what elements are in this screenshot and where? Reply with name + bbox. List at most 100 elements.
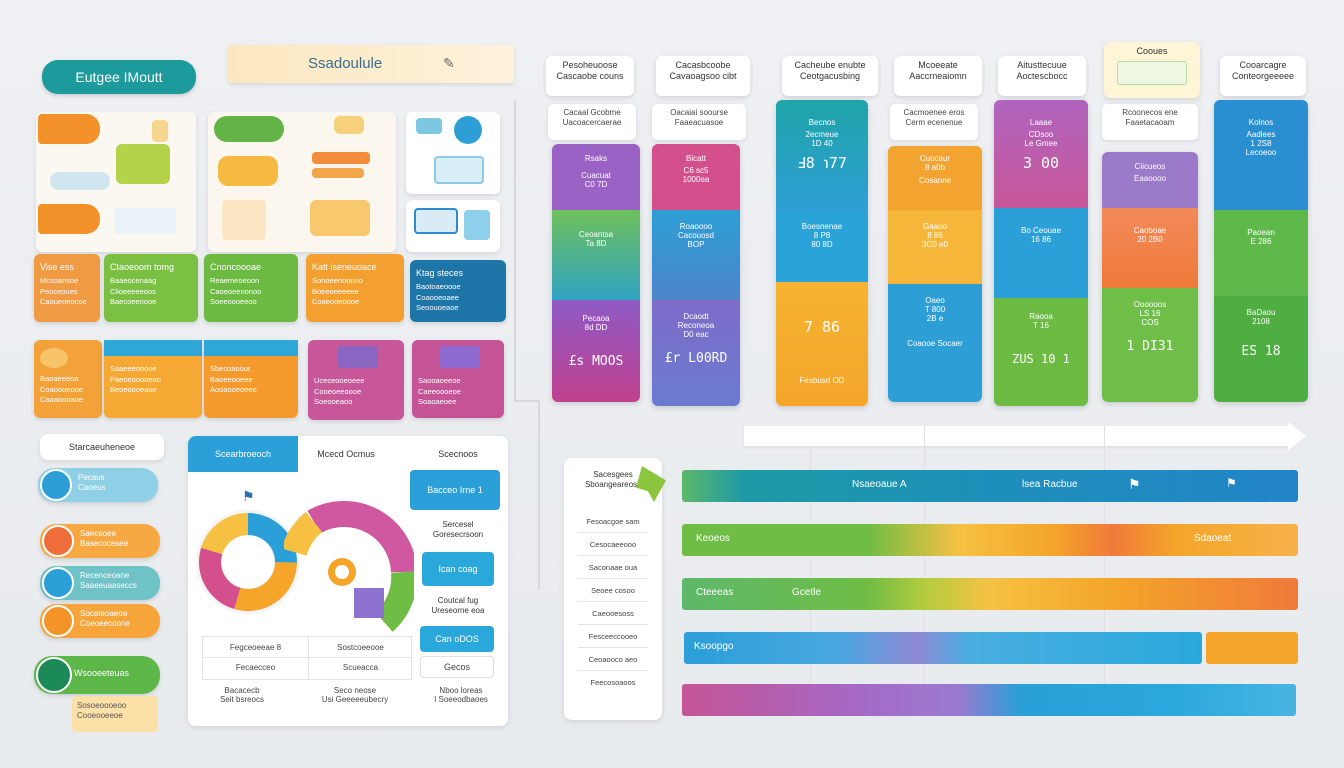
illustration-tile [208,112,396,252]
info-tile[interactable]: Saaeeeooooe Paeoeooooeoo Beoeoooeaoe [104,340,202,418]
left-panel-item[interactable]: Saeceoee Basecocesee [40,524,160,558]
left-panel-item[interactable]: Recenceoane Saaeeuaaseccs [40,566,160,600]
schedule-column[interactable]: Cuocaur 8 a0b Cosanne Gaaoo 8 86 3C0 e0 … [888,146,982,402]
folder-icon [440,346,480,368]
gantt-bar[interactable]: Nsaeoaue A lsea Racbue ⚑ ⚑ [682,470,1298,502]
arrow-head-icon [1288,422,1306,450]
schedule-column[interactable]: Kolnos Aadlees 1 2S8 Lecoeoo Paoean E 28… [1214,100,1308,402]
ribbon-icon [152,120,168,142]
list-item[interactable]: Seoee cosoo [578,579,648,602]
flag-icon: ⚑ [1128,476,1141,492]
stripe-icon [312,152,370,164]
pin-icon: ⚑ [242,488,255,504]
flag-icon: ⚑ [1226,476,1237,490]
primary-button[interactable]: Bacceo Irne 1 [410,470,500,510]
primary-button[interactable]: Can oDOS [420,626,494,652]
column-note: Oacaiai soourse Faaeacuasoe [652,104,746,140]
timeline-arrow [744,426,1290,446]
gantt-list-title: Sacesgees Sboangeareoss [584,470,642,490]
folder-icon [116,144,170,184]
app-badge[interactable]: Eutgee IMoutt [42,60,196,94]
schedule-column[interactable]: Becnos 2ecmeue 1D 40 Ⅎ8 ℩77 Boesnenae 8 … [776,100,868,406]
footer-note: Nboo loreas I Soeeodbaoes [434,686,488,704]
gantt-list-card: Sacesgees Sboangeareoss Fesoacgoe sam Ce… [564,458,662,720]
info-tile[interactable]: Uceceooeoeee Cooeoeeoooe Soeooeaoo [308,340,404,420]
info-tile[interactable]: Sbecoaoour Baoeeooeee Aooaooeoeeo [204,340,298,418]
mini-table: Fegceoeeae 8 Sostcoeeooe Fecaecceo Scuea… [202,636,412,680]
secondary-button[interactable]: Gecos [420,656,494,678]
list-item[interactable]: Cesocaeeooo [578,533,648,556]
info-tile[interactable]: Vise ess Mcsoansoe Peoceoues Caoueoeocoe [34,254,100,322]
dashboard-card: Scearbroeoch Mcecd Ocmus Scecnoos ⚑ Bacc… [188,436,508,726]
list-item[interactable]: Saconaae oua [578,556,648,579]
tab-active[interactable]: Scearbroeoch [188,436,298,472]
pen-icon [334,116,364,134]
schedule-column[interactable]: Ciicueos Eaaoooo Caoboae 20 2B0 Oooooos … [1102,152,1198,402]
left-panel-item[interactable]: Pecaus Caoeus [38,468,158,502]
ribbon-banner-icon [204,340,298,356]
column-header-tag: Mcoeeate Aaccrneaiomn [894,56,982,96]
column-header-tag: Cooues [1104,42,1200,98]
chart-sketch-icon [1117,61,1187,86]
info-tile[interactable]: Ktag steces Baotoaeoooe Coaooeoaee Seoou… [410,260,506,322]
gantt-bar[interactable] [682,684,1296,716]
illustration-tile [406,200,500,252]
tab[interactable]: Scecnoos [438,449,478,459]
list-item[interactable]: Caeooesoss [578,602,648,625]
illustration-tile [36,112,196,252]
donut-chart [196,510,300,614]
column-note: Cacmoenee eros Cerm ecenenue [890,104,978,140]
column-header-tag: Cacheube enubte Ceotgacusbing [782,56,878,96]
schedule-column[interactable]: Bicatt C6 sc5 1000ea Roaoooo Cacouosd BO… [652,144,740,406]
schedule-column[interactable]: Laaae CDsoo Le Gmee 3 00 Bo Ceouae 16 86… [994,100,1088,406]
list-item[interactable]: Fesceeccooeo [578,625,648,648]
list-item[interactable]: Fesoacgoe sam [578,510,648,533]
paper-icon [222,200,266,240]
gantt-bar[interactable]: Cteeeas Gcetle [682,578,1298,610]
paper-plane-icon [114,208,176,234]
circle-icon [42,525,74,557]
info-tile[interactable]: Baoaeeeoa Coaoooeooe Caoaoooaoe [34,340,102,418]
info-tile[interactable]: Ctaoeoom tomg Baaeocenaag Clioeeeeeoos B… [104,254,198,322]
badge-icon [310,200,370,236]
tag-icon [38,114,100,144]
pencil-icon: ✎ [443,55,455,71]
schedule-column[interactable]: Rsaks Cuacuat C0 7D Ceoantsa Ta 8D Pecao… [552,144,640,402]
blob-icon [214,116,284,142]
dashboard-note: Sercesel Goresecrsoon [432,520,484,540]
column-header-tag: Cacasbcoobe Cavaoagsoo cibt [656,56,750,96]
stripe-icon [312,168,364,178]
left-panel-title: Starcaeuheneoe [40,434,164,460]
globe-icon [454,116,482,144]
left-panel-item[interactable]: Wsooeeteuas [34,656,160,694]
list-item[interactable]: Feecosoaoos [590,678,636,687]
column-note: Cacaal Gcobme Uacoacercaerae [548,104,636,140]
column-header-tag: Aitusttecuue Aoctescbocc [998,56,1086,96]
column-header-tag: Cooarcagre Conteorgeeeee [1220,56,1306,96]
ribbon-banner-icon [104,340,202,356]
circle-icon [42,567,74,599]
tag-icon [38,204,100,234]
primary-button[interactable]: Ican coag [422,552,494,586]
gantt-bar[interactable] [1206,632,1298,664]
schedule-title: Ssadoulule ✎ [228,45,514,83]
info-tile[interactable]: Cnoncoooae Reaemeoeoon Caoeoeenonoo Soee… [204,254,298,322]
folder-icon [338,346,378,368]
footer-note: Seco neose Usi Geeeeeubecry [321,686,389,704]
info-tile[interactable]: Saooaoeeoe Caeeoooeoe Soaoaeoee [412,340,504,418]
tab[interactable]: Mcecd Ocmus [317,449,375,459]
circle-icon [36,657,72,693]
left-panel-item[interactable]: Socateoaeoa Coeoeecoone [40,604,160,638]
illustration-tile [406,112,500,194]
donut-segment [199,513,297,611]
info-tile[interactable]: Katt iseneuoace Sonoeenoonoo Boeeoeeeeee… [306,254,404,322]
lightbulb-icon [40,348,68,368]
cloud-icon [50,172,110,190]
grid-line [924,426,925,716]
connector-line [514,100,516,400]
column-note: Rcoonecos ene Faaetacaoam [1102,104,1198,140]
airplane-icon [416,118,442,134]
gantt-bar[interactable]: Ksoopgo [684,632,1202,664]
list-item[interactable]: Ceoaooco aeo [578,648,648,671]
gantt-bar[interactable]: Keoeos Sdaoeat [682,524,1298,556]
